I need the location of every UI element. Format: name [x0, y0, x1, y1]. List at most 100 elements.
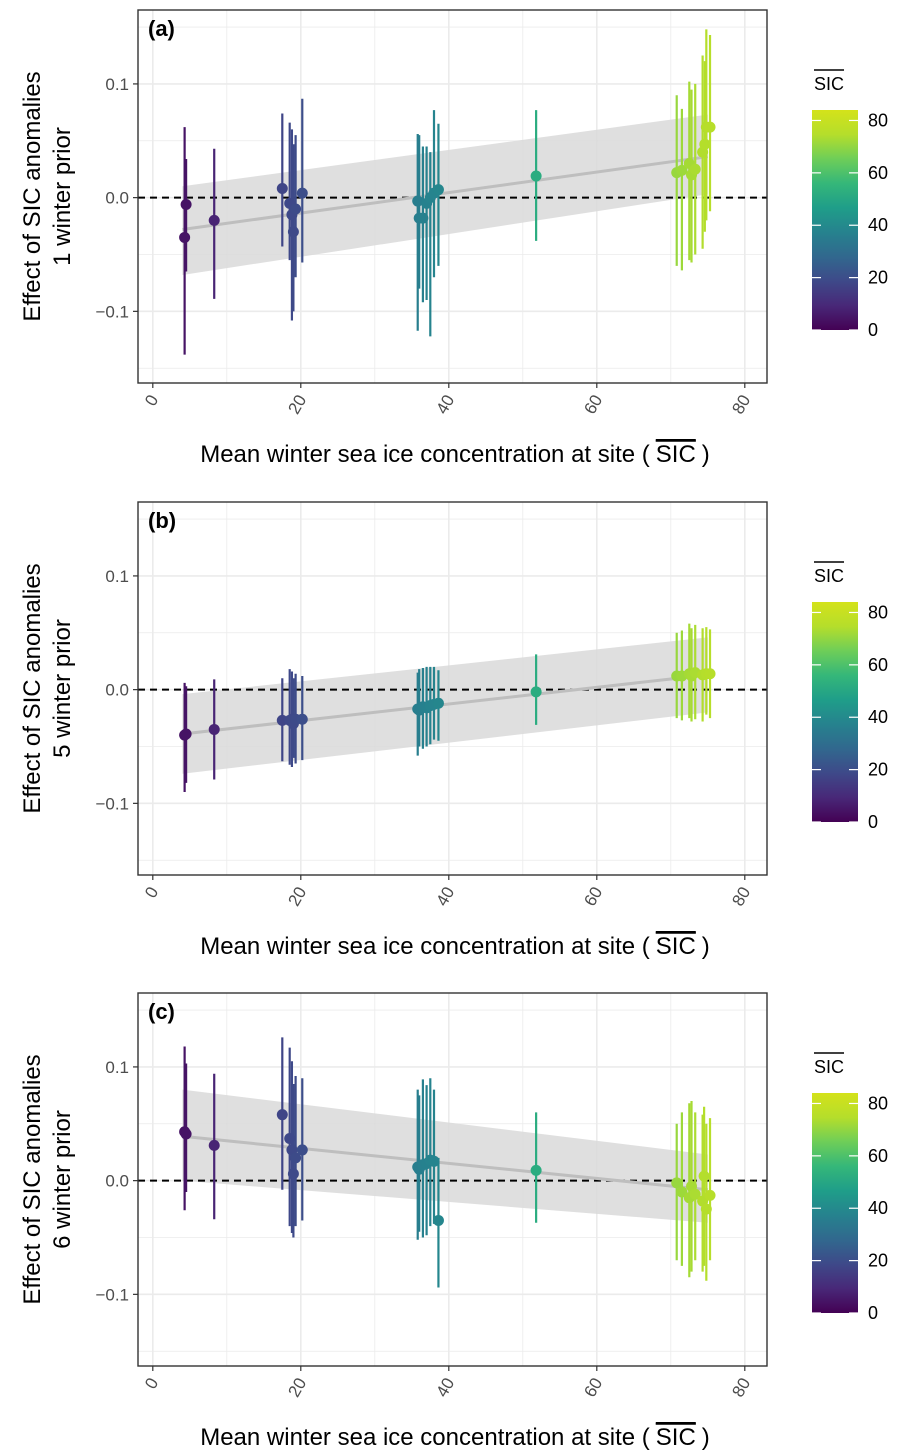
data-point	[530, 170, 542, 182]
x-tick-label: 20	[284, 1375, 310, 1401]
x-axis-title: Mean winter sea ice concentration at sit…	[200, 1424, 710, 1451]
x-tick-label: 0	[141, 1375, 162, 1393]
x-tick-label: 60	[580, 1375, 606, 1401]
data-point	[276, 1109, 288, 1121]
x-tick-label: 80	[728, 884, 754, 910]
data-point	[428, 1155, 440, 1167]
colorbar-bar	[812, 110, 858, 330]
y-tick-label: 0.0	[105, 1172, 129, 1191]
x-tick-label: 40	[432, 392, 458, 418]
colorbar-tick-label: 40	[868, 215, 888, 235]
x-tick-label: 0	[141, 392, 162, 410]
x-axis-title: Mean winter sea ice concentration at sit…	[200, 933, 710, 960]
data-point	[689, 1188, 701, 1200]
y-axis-title-line: Effect of SIC anomalies	[19, 563, 46, 813]
x-tick-label: 20	[284, 392, 310, 418]
colorbar-tick-label: 0	[868, 320, 878, 340]
colorbar-tick-label: 0	[868, 1303, 878, 1323]
colorbar-tick-label: 80	[868, 1093, 888, 1113]
data-point	[689, 163, 701, 175]
y-axis-title-line: Effect of SIC anomalies	[19, 71, 46, 321]
panel-label: (b)	[148, 508, 176, 533]
trend-line	[182, 1134, 708, 1192]
y-tick-label: −0.1	[95, 1285, 129, 1304]
panel-b: (b) −0.1 0.0 0.1 0 20 40 60 80 Mean winter sea ic…	[19, 501, 888, 960]
x-tick-label: 20	[284, 884, 310, 910]
colorbar-tick-label: 20	[868, 268, 888, 288]
colorbar-title: SIC	[814, 566, 844, 586]
colorbar-tick-label: 20	[868, 1251, 888, 1271]
data-point	[179, 231, 191, 243]
y-tick-label: 0.0	[105, 681, 129, 700]
data-point	[704, 668, 716, 680]
trend-line	[182, 673, 708, 736]
data-point	[296, 187, 308, 199]
data-point	[180, 728, 192, 740]
y-axis-title-line: 1 winter prior	[49, 127, 76, 266]
data-point	[417, 212, 429, 224]
colorbar-tick-label: 80	[868, 602, 888, 622]
x-axis-title-end: )	[702, 441, 710, 468]
confidence-ribbon	[182, 114, 708, 275]
colorbar-legend: SIC 0 20 40 60 80	[812, 1052, 888, 1323]
data-point	[296, 713, 308, 725]
colorbar-bar	[812, 1093, 858, 1313]
data-point	[290, 1152, 302, 1164]
data-point	[276, 183, 288, 195]
y-axis-title-line: Effect of SIC anomalies	[19, 1054, 46, 1304]
data-point	[290, 203, 302, 215]
confidence-ribbon	[182, 1089, 708, 1223]
x-axis-title-sic: SIC	[656, 1424, 696, 1451]
x-tick-label: 60	[580, 884, 606, 910]
y-tick-label: −0.1	[95, 302, 129, 321]
x-axis-title-sic: SIC	[656, 441, 696, 468]
data-point	[287, 1168, 299, 1180]
x-axis-title-text: Mean winter sea ice concentration at sit…	[200, 441, 650, 468]
data-point	[530, 686, 542, 698]
data-point	[700, 1203, 712, 1215]
data-point	[432, 1214, 444, 1226]
data-point	[530, 1164, 542, 1176]
colorbar-legend: SIC 0 20 40 60 80	[812, 561, 888, 832]
colorbar-title: SIC	[814, 1057, 844, 1077]
panel-border	[137, 501, 768, 876]
colorbar-tick-label: 0	[868, 812, 878, 832]
data-point	[432, 184, 444, 196]
trend-line	[182, 155, 709, 231]
colorbar-bar	[812, 602, 858, 822]
data-point	[704, 121, 716, 133]
data-point	[208, 214, 220, 226]
colorbar-tick-label: 60	[868, 655, 888, 675]
data-point	[284, 1133, 296, 1145]
x-tick-label: 0	[141, 884, 162, 902]
y-tick-label: 0.1	[105, 1058, 129, 1077]
panel-label: (c)	[148, 999, 175, 1024]
data-point	[296, 1144, 308, 1156]
data-point	[676, 164, 688, 176]
colorbar-tick-label: 40	[868, 707, 888, 727]
x-axis-title-end: )	[702, 933, 710, 960]
x-axis-title-end: )	[702, 1424, 710, 1451]
x-axis-title-text: Mean winter sea ice concentration at sit…	[200, 1424, 650, 1451]
data-point	[208, 1139, 220, 1151]
data-point	[180, 1128, 192, 1140]
y-tick-label: −0.1	[95, 794, 129, 813]
colorbar-tick-label: 80	[868, 110, 888, 130]
data-point	[287, 226, 299, 238]
x-tick-label: 40	[432, 884, 458, 910]
data-point	[699, 138, 711, 150]
data-point	[704, 1189, 716, 1201]
colorbar-tick-label: 40	[868, 1198, 888, 1218]
data-point	[698, 1170, 710, 1182]
x-tick-label: 60	[580, 392, 606, 418]
y-tick-label: 0.1	[105, 567, 129, 586]
data-point	[208, 723, 220, 735]
colorbar-tick-label: 60	[868, 1146, 888, 1166]
data-point	[432, 697, 444, 709]
data-point	[671, 1177, 683, 1189]
panel-border	[137, 992, 768, 1367]
colorbar-legend: SIC 0 20 40 60 80	[812, 69, 888, 340]
y-tick-label: 0.1	[105, 75, 129, 94]
x-tick-label: 40	[432, 1375, 458, 1401]
